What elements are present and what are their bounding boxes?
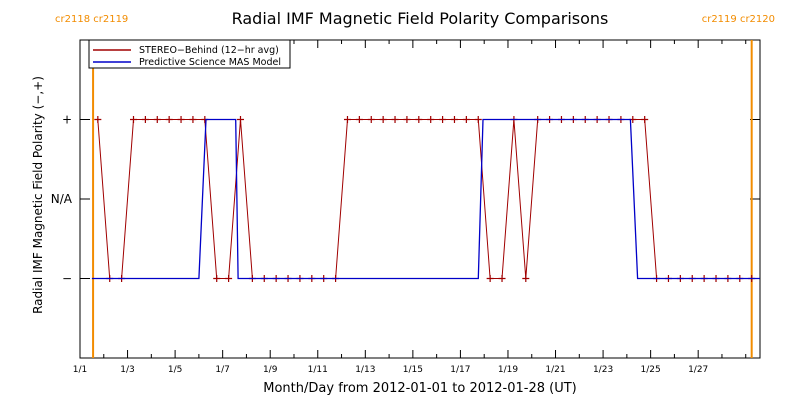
x-tick-label: 1/5 xyxy=(168,365,182,375)
legend-box xyxy=(88,39,291,69)
y-tick-label: N/A xyxy=(51,192,73,206)
data-point-stereo xyxy=(153,116,161,123)
data-point-stereo xyxy=(450,116,458,123)
legend-label-mas: Predictive Science MAS Model xyxy=(139,57,281,68)
x-tick-label: 1/25 xyxy=(641,365,661,375)
x-tick-label: 1/15 xyxy=(403,365,423,375)
data-point-stereo xyxy=(391,116,399,123)
series-line-mas xyxy=(91,118,760,280)
data-point-stereo xyxy=(522,275,530,282)
data-point-stereo xyxy=(165,116,173,123)
data-point-stereo xyxy=(486,275,494,282)
legend-label-stereo: STEREO−Behind (12−hr avg) xyxy=(139,45,279,56)
data-point-stereo xyxy=(141,116,149,123)
y-tick-label: − xyxy=(62,272,72,286)
data-point-stereo xyxy=(343,116,351,123)
x-axis-label: Month/Day from 2012-01-01 to 2012-01-28 … xyxy=(263,381,576,396)
x-tick-label: 1/27 xyxy=(688,365,708,375)
x-tick-label: 1/23 xyxy=(593,365,613,375)
data-point-stereo xyxy=(177,116,185,123)
x-tick-label: 1/13 xyxy=(355,365,375,375)
chart-title: Radial IMF Magnetic Field Polarity Compa… xyxy=(232,9,609,28)
y-axis-label: Radial IMF Magnetic Field Polarity (−,+) xyxy=(31,76,45,314)
data-point-stereo xyxy=(94,116,102,123)
data-point-stereo xyxy=(498,275,506,282)
x-tick-label: 1/19 xyxy=(498,365,518,375)
carrington-label-left: cr2118 cr2119 xyxy=(55,14,128,25)
x-tick-label: 1/9 xyxy=(263,365,278,375)
data-point-stereo xyxy=(225,275,233,282)
data-point-stereo xyxy=(403,116,411,123)
data-point-stereo xyxy=(367,116,375,123)
x-tick-label: 1/7 xyxy=(215,365,229,375)
data-point-stereo xyxy=(462,116,470,123)
data-point-stereo xyxy=(355,116,363,123)
data-point-stereo xyxy=(427,116,435,123)
carrington-label-right: cr2119 cr2120 xyxy=(702,14,775,25)
data-point-stereo xyxy=(213,275,221,282)
data-point-stereo xyxy=(129,116,137,123)
data-point-stereo xyxy=(439,116,447,123)
data-point-stereo xyxy=(415,116,423,123)
legend: STEREO−Behind (12−hr avg) Predictive Sci… xyxy=(88,39,291,69)
x-tick-label: 1/21 xyxy=(545,365,565,375)
x-tick-label: 1/11 xyxy=(308,365,328,375)
plot-area: 1/1 1/3 1/5 1/7 1/9 1/11 1/13 1/15 1/17 1/19 1/21 1… xyxy=(51,39,761,375)
data-point-stereo xyxy=(641,116,649,123)
x-tick-label: 1/17 xyxy=(450,365,470,375)
data-point-stereo xyxy=(474,116,482,123)
data-point-stereo xyxy=(379,116,387,123)
y-tick-label: + xyxy=(62,113,72,127)
x-tick-label: 1/3 xyxy=(120,365,134,375)
x-tick-label: 1/1 xyxy=(73,365,87,375)
data-point-stereo xyxy=(236,116,244,123)
data-point-stereo xyxy=(189,116,197,123)
